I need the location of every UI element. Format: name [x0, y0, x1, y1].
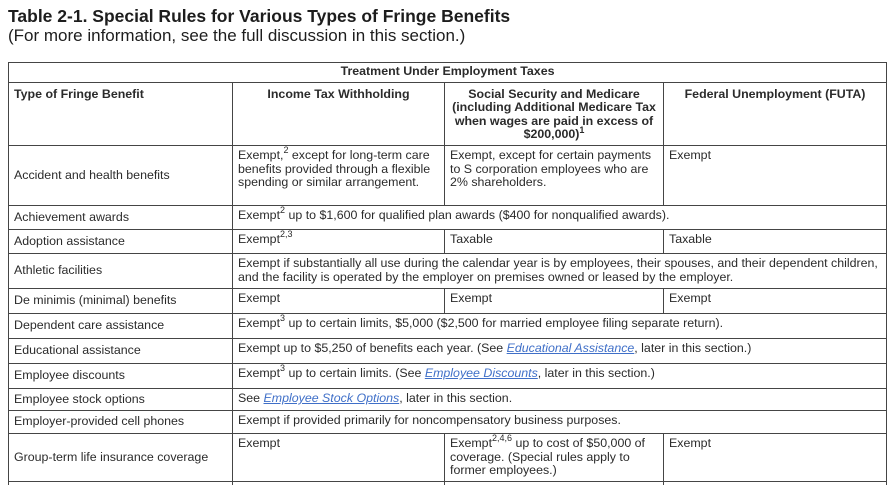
social-security-cell — [444, 480, 664, 485]
footnote-ref: 2 — [283, 145, 289, 156]
fringe-benefits-table: Treatment Under Employment Taxes Type of… — [7, 62, 888, 485]
cross-reference-link[interactable]: Employee Stock Options — [263, 390, 400, 405]
income-tax-cell — [232, 480, 445, 485]
column-header-row: Type of Fringe Benefit Income Tax Withho… — [8, 81, 888, 146]
footnote-ref: 2,4,6 — [492, 433, 513, 444]
benefit-name-cell: Achievement awards — [8, 204, 233, 230]
footnote-ref: 2 — [280, 205, 286, 216]
footnote-ref: 3 — [280, 363, 286, 374]
table-row: Adoption assistance Exempt2,3 Taxable Ta… — [8, 228, 888, 254]
column-header-futa: Federal Unemployment (FUTA) — [662, 81, 888, 146]
benefit-name-cell: Educational assistance — [8, 337, 233, 364]
futa-cell: Taxable — [662, 228, 888, 254]
benefit-name-cell: Accident and health benefits — [8, 144, 233, 206]
treatment-span-cell: Exempt3 up to certain limits, $5,000 ($2… — [231, 312, 888, 339]
table-row: Achievement awards Exempt2 up to $1,600 … — [8, 204, 888, 230]
income-tax-cell: Exempt — [232, 287, 445, 314]
benefit-name-cell: Group-term life insurance coverage — [8, 432, 233, 482]
futa-cell — [662, 480, 888, 485]
table-title: Table 2-1. Special Rules for Various Typ… — [8, 6, 511, 26]
benefit-name-cell — [8, 480, 233, 485]
treatment-span-cell: Exempt if substantially all use during t… — [231, 252, 888, 289]
benefit-name-cell: Employee discounts — [8, 362, 233, 389]
column-header-social-security: Social Security and Medicare (including … — [444, 81, 664, 146]
social-security-cell: Exempt, except for certain payments to S… — [444, 144, 664, 206]
treatment-span-cell: Exempt2 up to $1,600 for qualified plan … — [231, 204, 888, 230]
benefit-name-cell: Adoption assistance — [8, 228, 233, 254]
table-row: Employer-provided cell phones Exempt if … — [8, 409, 888, 434]
treatment-span-cell: Exempt3 up to certain limits. (See Emplo… — [231, 362, 888, 389]
futa-cell: Exempt — [662, 144, 888, 206]
table-row: Accident and health benefits Exempt,2 ex… — [8, 144, 888, 206]
income-tax-cell: Exempt2,3 — [232, 228, 445, 254]
cross-reference-link[interactable]: Educational Assistance — [506, 340, 635, 355]
table-row-clipped — [8, 480, 888, 485]
footnote-ref: 2,3 — [280, 229, 293, 240]
column-header-income-tax: Income Tax Withholding — [232, 81, 445, 146]
futa-cell: Exempt — [662, 287, 888, 314]
social-security-cell: Taxable — [444, 228, 664, 254]
benefit-name-cell: Dependent care assistance — [8, 312, 233, 339]
benefit-name-cell: Athletic facilities — [8, 252, 233, 289]
table-band-row: Treatment Under Employment Taxes — [7, 62, 888, 83]
table-row: Athletic facilities Exempt if substantia… — [8, 252, 888, 289]
social-security-cell: Exempt — [444, 287, 664, 314]
column-header-benefit-type: Type of Fringe Benefit — [8, 81, 233, 146]
table-row: Dependent care assistance Exempt3 up to … — [8, 312, 888, 339]
footnote-ref: 1 — [579, 124, 585, 135]
table-row: Educational assistance Exempt up to $5,2… — [8, 337, 888, 364]
table-row: Employee discounts Exempt3 up to certain… — [8, 362, 888, 389]
cross-reference-link[interactable]: Employee Discounts — [424, 365, 538, 380]
table-row: Group-term life insurance coverage Exemp… — [8, 432, 888, 482]
social-security-cell: Exempt2,4,6 up to cost of $50,000 of cov… — [444, 432, 664, 482]
table-subtitle: (For more information, see the full disc… — [8, 26, 466, 45]
benefit-name-cell: Employee stock options — [8, 387, 233, 411]
benefit-name-cell: De minimis (minimal) benefits — [8, 287, 233, 314]
treatment-span-cell: Exempt up to $5,250 of benefits each yea… — [231, 337, 888, 364]
table-row: De minimis (minimal) benefits Exempt Exe… — [8, 287, 888, 314]
benefit-name-cell: Employer-provided cell phones — [8, 409, 233, 434]
income-tax-cell: Exempt,2 except for long-term care benef… — [232, 144, 445, 206]
table-band-header: Treatment Under Employment Taxes — [7, 62, 888, 83]
treatment-span-cell: See Employee Stock Options, later in thi… — [231, 387, 888, 411]
income-tax-cell: Exempt — [232, 432, 445, 482]
treatment-span-cell: Exempt if provided primarily for noncomp… — [231, 409, 888, 434]
footnote-ref: 3 — [280, 313, 286, 324]
futa-cell: Exempt — [662, 432, 888, 482]
table-row: Employee stock options See Employee Stoc… — [8, 387, 888, 411]
